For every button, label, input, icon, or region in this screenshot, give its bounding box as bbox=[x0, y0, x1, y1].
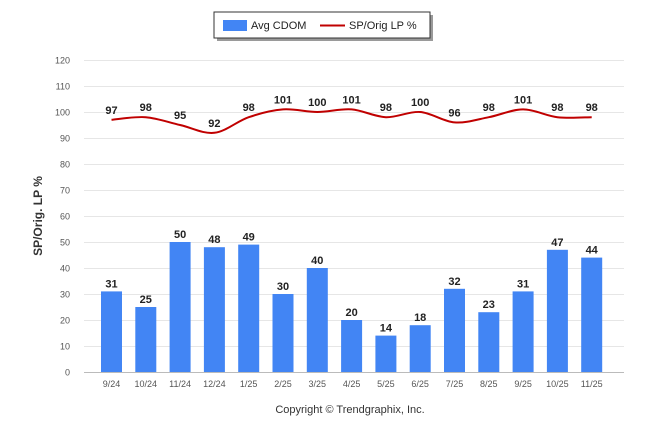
y-tick-label: 50 bbox=[60, 238, 70, 248]
copyright-text: Copyright © Trendgraphix, Inc. bbox=[275, 404, 424, 416]
bar bbox=[169, 242, 191, 372]
line-data-label: 96 bbox=[448, 107, 460, 119]
line-data-label: 92 bbox=[208, 118, 220, 130]
bar-series bbox=[101, 242, 603, 372]
bar-data-label: 44 bbox=[586, 245, 599, 257]
y-tick-label: 120 bbox=[55, 56, 70, 66]
bar bbox=[238, 244, 260, 372]
bar bbox=[444, 288, 465, 372]
x-tick-label: 8/25 bbox=[480, 379, 498, 389]
bar-data-label: 47 bbox=[551, 237, 563, 249]
line-series bbox=[111, 108, 592, 134]
y-axis-title: SP/Orig. LP % bbox=[31, 176, 45, 256]
x-tick-label: 11/25 bbox=[581, 379, 603, 389]
bar-data-label: 14 bbox=[380, 323, 393, 335]
line-data-label: 100 bbox=[308, 97, 326, 109]
bar-data-labels: 31 25 50 48 49 30 40 20 14 18 32 23 31 47 44 bbox=[105, 229, 598, 335]
bar bbox=[203, 247, 225, 372]
bar bbox=[546, 249, 568, 372]
x-axis-ticks: 9/24 10/24 11/24 12/24 1/25 2/25 3/25 4/25 5/25 6… bbox=[103, 379, 603, 389]
line-data-label: 98 bbox=[551, 102, 563, 114]
bar-data-label: 31 bbox=[105, 278, 117, 290]
bar-data-label: 30 bbox=[277, 281, 289, 293]
x-tick-label: 11/24 bbox=[169, 379, 191, 389]
bar-data-label: 32 bbox=[448, 276, 460, 288]
y-axis-ticks: 0 10 20 30 40 50 60 70 80 90 100 110 120 bbox=[55, 56, 70, 378]
bar-data-label: 40 bbox=[311, 255, 323, 267]
x-tick-label: 2/25 bbox=[274, 379, 292, 389]
y-tick-label: 60 bbox=[60, 212, 70, 222]
bar-data-label: 31 bbox=[517, 278, 529, 290]
line-data-label: 97 bbox=[105, 105, 117, 117]
y-tick-label: 0 bbox=[65, 368, 70, 378]
bar-data-label: 49 bbox=[243, 232, 255, 244]
x-tick-label: 6/25 bbox=[411, 379, 429, 389]
bar-data-label: 48 bbox=[208, 234, 220, 246]
bar bbox=[135, 307, 157, 372]
bar bbox=[306, 268, 328, 372]
y-tick-label: 110 bbox=[56, 82, 70, 92]
x-tick-label: 12/24 bbox=[203, 379, 226, 389]
x-tick-label: 7/25 bbox=[446, 379, 464, 389]
x-tick-label: 1/25 bbox=[240, 379, 258, 389]
y-tick-label: 90 bbox=[60, 134, 70, 144]
line-data-label: 95 bbox=[174, 110, 186, 122]
bar bbox=[375, 335, 397, 372]
bar bbox=[409, 325, 431, 372]
bar bbox=[478, 312, 500, 372]
x-tick-label: 5/25 bbox=[377, 379, 395, 389]
bar bbox=[272, 294, 294, 372]
line-data-label: 101 bbox=[514, 94, 532, 106]
x-tick-label: 9/24 bbox=[103, 379, 121, 389]
y-tick-label: 20 bbox=[60, 316, 70, 326]
bar-data-label: 50 bbox=[174, 229, 186, 241]
bar-data-label: 23 bbox=[483, 299, 495, 311]
x-tick-label: 10/24 bbox=[135, 379, 158, 389]
legend-label-bar: Avg CDOM bbox=[251, 20, 306, 32]
y-tick-label: 70 bbox=[60, 186, 70, 196]
line-data-label: 101 bbox=[342, 94, 360, 106]
line-data-label: 98 bbox=[243, 102, 255, 114]
line-data-label: 101 bbox=[274, 94, 292, 106]
legend-swatch-bar bbox=[223, 20, 247, 31]
y-tick-label: 10 bbox=[60, 342, 70, 352]
line-data-label: 98 bbox=[140, 102, 152, 114]
x-tick-label: 3/25 bbox=[309, 379, 327, 389]
x-tick-label: 10/25 bbox=[546, 379, 569, 389]
legend: Avg CDOM SP/Orig LP % bbox=[213, 11, 433, 41]
line-data-label: 98 bbox=[586, 102, 598, 114]
line-path bbox=[111, 108, 592, 134]
x-tick-label: 9/25 bbox=[514, 379, 532, 389]
line-data-labels: 97 98 95 92 98 101 100 101 98 100 96 98 101 98 98 bbox=[105, 94, 597, 129]
bar bbox=[101, 291, 122, 372]
bar bbox=[512, 291, 534, 372]
y-tick-label: 30 bbox=[60, 290, 70, 300]
bar bbox=[341, 320, 363, 372]
line-data-label: 100 bbox=[411, 97, 429, 109]
y-tick-label: 80 bbox=[60, 160, 70, 170]
y-tick-label: 40 bbox=[60, 264, 70, 274]
bar bbox=[581, 257, 603, 372]
bar-data-label: 20 bbox=[345, 307, 357, 319]
y-tick-label: 100 bbox=[55, 108, 70, 118]
legend-label-line: SP/Orig LP % bbox=[349, 20, 417, 32]
x-tick-label: 4/25 bbox=[343, 379, 361, 389]
bar-data-label: 18 bbox=[414, 312, 426, 324]
line-data-label: 98 bbox=[380, 102, 392, 114]
bar-data-label: 25 bbox=[140, 294, 152, 306]
line-data-label: 98 bbox=[483, 102, 495, 114]
